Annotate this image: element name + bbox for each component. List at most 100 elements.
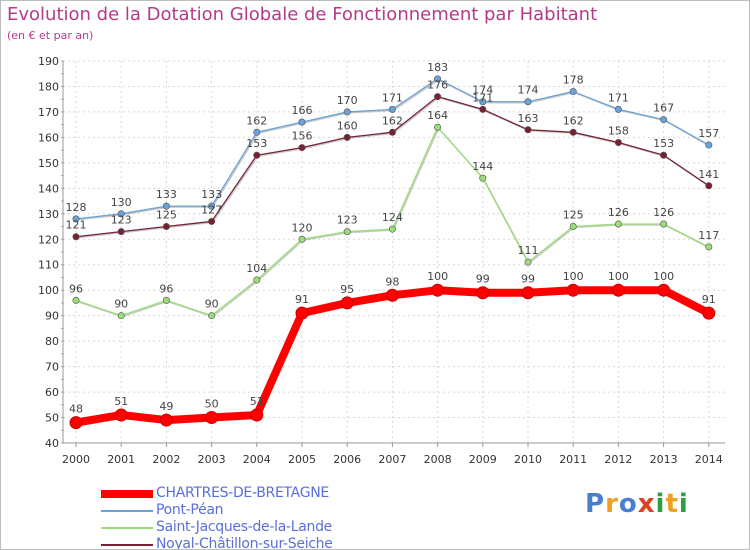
line-chart: 40 50 60 70 80 90 100 110 120 130 140 150 160 170 180 1…	[38, 55, 725, 466]
data-label: 158	[608, 124, 629, 137]
data-label: 167	[653, 102, 674, 115]
data-label: 111	[518, 244, 539, 257]
data-label: 100	[653, 270, 674, 283]
data-label: 133	[156, 188, 177, 201]
data-label: 100	[608, 270, 629, 283]
y-tick-label: 180	[38, 80, 59, 93]
legend-label: Noyal-Châtillon-sur-Seiche	[156, 536, 333, 550]
data-point	[72, 296, 80, 304]
data-point	[479, 174, 487, 182]
data-point	[569, 223, 577, 231]
data-point	[295, 306, 309, 320]
data-label: 166	[292, 104, 313, 117]
data-point	[705, 243, 713, 251]
y-tick-label: 90	[45, 310, 59, 323]
data-point	[340, 296, 354, 310]
data-point	[72, 233, 80, 241]
y-tick-label: 40	[45, 437, 59, 450]
data-point	[69, 416, 83, 430]
data-label: 126	[608, 206, 629, 219]
data-label: 126	[653, 206, 674, 219]
data-point	[253, 276, 261, 284]
data-point	[117, 312, 125, 320]
data-label: 104	[246, 262, 267, 275]
data-point	[479, 105, 487, 113]
data-label: 49	[159, 400, 173, 413]
data-point	[114, 408, 128, 422]
data-label: 157	[698, 127, 719, 140]
data-label: 183	[427, 61, 448, 74]
data-point	[250, 408, 264, 422]
x-tick-label: 2006	[333, 453, 361, 466]
data-point	[162, 202, 170, 210]
data-point	[657, 283, 671, 297]
legend-swatch	[101, 510, 153, 512]
data-label: 48	[69, 403, 83, 416]
data-label: 91	[702, 293, 716, 306]
data-label: 153	[653, 137, 674, 150]
data-label: 144	[472, 160, 493, 173]
data-label: 99	[521, 273, 535, 286]
data-point	[343, 108, 351, 116]
data-point	[434, 123, 442, 131]
data-label: 171	[608, 91, 629, 104]
data-label: 130	[111, 196, 132, 209]
data-point	[205, 411, 219, 425]
data-label: 123	[337, 214, 358, 227]
data-point	[162, 223, 170, 231]
data-label: 124	[382, 211, 403, 224]
data-point	[524, 126, 532, 134]
legend-label: Saint-Jacques-de-la-Lande	[156, 519, 332, 535]
data-label: 171	[472, 91, 493, 104]
y-tick-label: 70	[45, 361, 59, 374]
data-label: 162	[382, 114, 403, 127]
chart-subtitle: (en € et par an)	[7, 29, 94, 42]
data-label: 171	[382, 91, 403, 104]
x-tick-label: 2007	[378, 453, 406, 466]
x-tick-label: 2005	[288, 453, 316, 466]
x-tick-label: 2004	[243, 453, 271, 466]
x-tick-label: 2011	[559, 453, 587, 466]
legend-swatch	[101, 490, 153, 498]
data-point	[614, 105, 622, 113]
data-point	[524, 98, 532, 106]
data-label: 90	[114, 298, 128, 311]
data-label: 176	[427, 79, 448, 92]
data-label: 178	[563, 74, 584, 87]
data-point	[388, 225, 396, 233]
y-tick-label: 120	[38, 233, 59, 246]
y-tick-label: 80	[45, 335, 59, 348]
data-label: 99	[476, 273, 490, 286]
data-label: 128	[66, 201, 87, 214]
data-label: 162	[563, 114, 584, 127]
data-label: 117	[698, 229, 719, 242]
data-point	[298, 118, 306, 126]
y-tick-label: 160	[38, 131, 59, 144]
data-label: 156	[292, 130, 313, 143]
data-point	[702, 306, 716, 320]
legend-swatch	[101, 527, 153, 529]
data-label: 153	[246, 137, 267, 150]
data-point	[524, 258, 532, 266]
legend-label: CHARTRES-DE-BRETAGNE	[156, 485, 329, 501]
data-point	[72, 215, 80, 223]
data-label: 96	[69, 282, 83, 295]
data-label: 98	[385, 275, 399, 288]
data-label: 96	[159, 282, 173, 295]
data-point	[660, 220, 668, 228]
data-label: 141	[698, 168, 719, 181]
data-label: 120	[292, 221, 313, 234]
y-tick-label: 140	[38, 182, 59, 195]
data-label: 51	[250, 395, 264, 408]
data-label: 127	[201, 203, 222, 216]
x-tick-label: 2013	[650, 453, 678, 466]
data-point	[388, 128, 396, 136]
data-label: 51	[114, 395, 128, 408]
y-tick-label: 60	[45, 386, 59, 399]
data-point	[569, 128, 577, 136]
y-tick-label: 110	[38, 259, 59, 272]
data-point	[117, 228, 125, 236]
data-point	[298, 235, 306, 243]
data-point	[705, 141, 713, 149]
